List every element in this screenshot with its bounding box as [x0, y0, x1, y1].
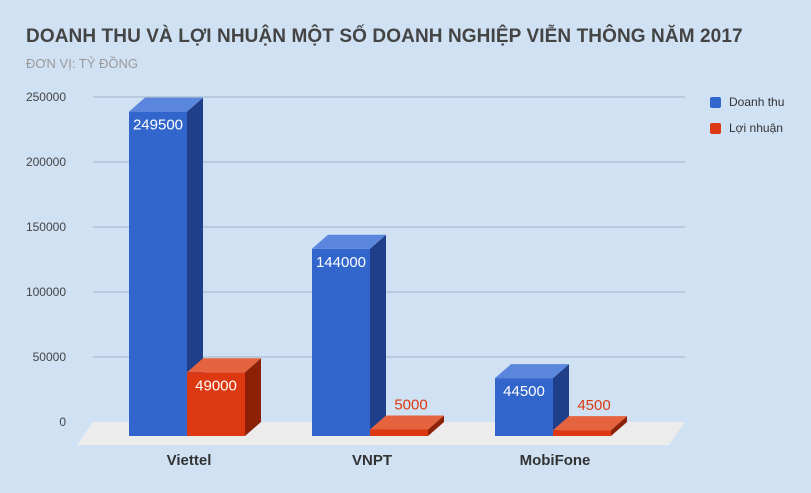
data-label: 44500 — [503, 383, 545, 400]
y-tick-label: 50000 — [33, 350, 67, 364]
y-tick-label: 150000 — [26, 220, 66, 234]
x-category-label: MobiFone — [520, 452, 591, 469]
legend-label: Lợi nhuận — [729, 121, 783, 135]
x-category-label: Viettel — [167, 452, 212, 469]
legend-item-revenue[interactable]: Doanh thu — [710, 89, 784, 115]
legend-swatch-revenue — [710, 96, 721, 108]
y-tick-label: 100000 — [26, 285, 66, 299]
bar-group-vnpt: 144000 5000 VNPT — [312, 234, 444, 469]
chart-title: DOANH THU VÀ LỢI NHUẬN MỘT SỐ DOANH NGHI… — [26, 26, 743, 47]
profit-bar[interactable]: 49000 — [187, 358, 261, 436]
revenue-bar[interactable]: 44500 — [495, 364, 569, 436]
legend-item-profit[interactable]: Lợi nhuận — [710, 115, 784, 141]
data-label: 5000 — [394, 397, 427, 414]
y-tick-label: 200000 — [26, 155, 66, 169]
chart-subtitle: ĐƠN VỊ: TỶ ĐỒNG — [26, 56, 139, 71]
legend-swatch-profit — [710, 122, 721, 134]
y-tick-label: 0 — [59, 415, 66, 429]
data-label: 144000 — [316, 254, 366, 271]
x-category-label: VNPT — [352, 452, 392, 469]
legend-label: Doanh thu — [729, 95, 785, 109]
bar-group-viettel: 249500 49000 Viettel — [129, 97, 261, 469]
profit-bar[interactable]: 4500 — [553, 397, 627, 436]
revenue-bar[interactable]: 249500 — [129, 97, 203, 437]
revenue-bar[interactable]: 144000 — [312, 234, 386, 436]
data-label: 249500 — [133, 117, 183, 134]
data-label: 49000 — [195, 377, 237, 394]
legend: Doanh thu Lợi nhuận — [710, 89, 784, 141]
y-tick-label: 250000 — [26, 90, 66, 104]
profit-bar[interactable]: 5000 — [370, 397, 444, 437]
data-label: 4500 — [577, 397, 610, 414]
bar-group-mobifone: 44500 4500 MobiFone — [495, 364, 627, 469]
